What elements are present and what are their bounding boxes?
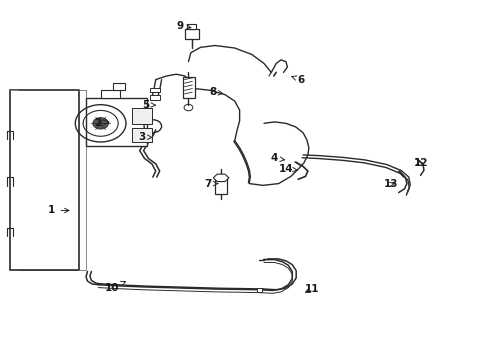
Bar (184, 29, 198, 40)
Bar (132, 128, 152, 142)
Bar (182, 77, 194, 98)
Text: 13: 13 (383, 179, 397, 189)
Polygon shape (10, 90, 79, 270)
Text: 3: 3 (138, 132, 152, 142)
Bar (101, 90, 120, 98)
Text: 11: 11 (304, 284, 318, 294)
Bar (132, 108, 152, 125)
Text: 5: 5 (142, 100, 155, 110)
Bar (150, 88, 160, 93)
Bar (187, 24, 196, 29)
Bar (256, 288, 261, 292)
Text: 4: 4 (269, 153, 284, 163)
Text: 9: 9 (176, 21, 190, 31)
Text: 2: 2 (94, 118, 109, 128)
Text: 6: 6 (291, 75, 304, 85)
Bar (150, 95, 160, 100)
Polygon shape (213, 174, 228, 181)
Circle shape (93, 118, 108, 129)
Text: 14: 14 (278, 164, 296, 174)
Text: 12: 12 (413, 158, 427, 168)
Text: 10: 10 (104, 281, 125, 293)
Text: 1: 1 (48, 206, 69, 216)
Bar (86, 98, 147, 146)
Text: 7: 7 (204, 179, 217, 189)
Text: 8: 8 (209, 87, 222, 97)
Bar (214, 178, 227, 194)
Bar (113, 83, 125, 90)
